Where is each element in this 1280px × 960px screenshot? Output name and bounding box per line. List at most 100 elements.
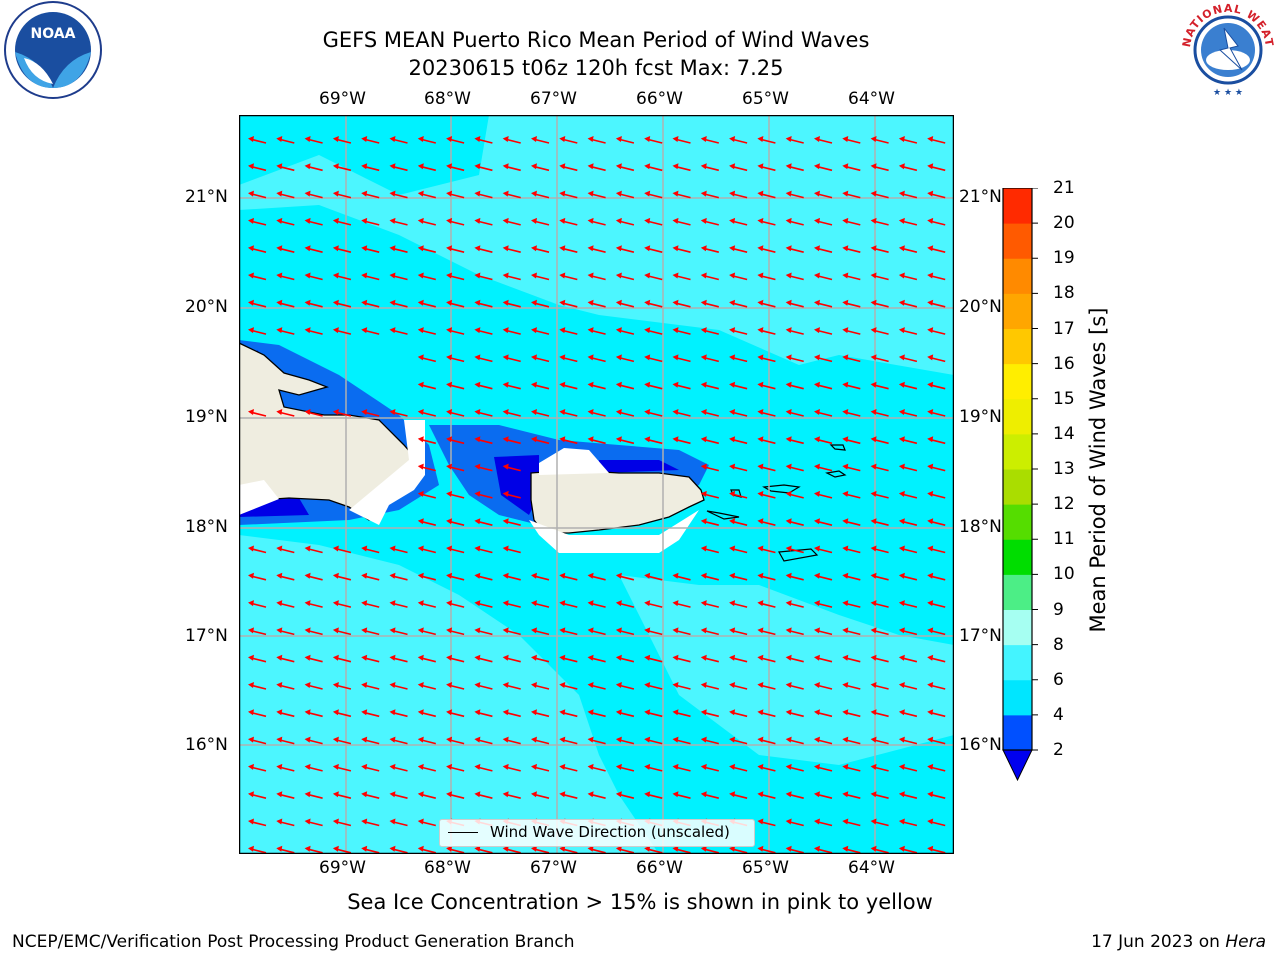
colorbar-segment <box>1003 293 1032 329</box>
wind-wave-arrow <box>644 682 663 690</box>
wind-wave-arrow <box>757 463 776 472</box>
wind-wave-arrow <box>785 818 804 827</box>
wind-wave-arrow <box>531 791 550 799</box>
colorbar-tick-label: 9 <box>1053 599 1064 620</box>
legend-line-swatch <box>448 832 478 833</box>
wind-wave-arrow <box>700 654 719 663</box>
wind-wave-arrow <box>814 572 833 581</box>
wind-wave-arrow <box>814 163 833 172</box>
wind-wave-arrow <box>644 245 663 253</box>
wind-wave-arrow <box>898 709 918 718</box>
wind-wave-arrow <box>304 818 323 827</box>
wind-wave-arrow <box>927 545 946 554</box>
wind-wave-arrow <box>502 299 521 308</box>
wind-wave-arrow <box>248 545 267 554</box>
wind-wave-arrow <box>417 600 436 608</box>
wind-wave-arrow <box>814 409 833 417</box>
wind-wave-arrow <box>898 654 918 663</box>
lon-label-top-67: 67°W <box>530 89 577 109</box>
wind-wave-arrow <box>502 490 521 499</box>
wind-wave-arrow <box>927 709 946 718</box>
footer-date: 17 Jun 2023 on Hera <box>1091 932 1266 952</box>
wind-wave-arrow <box>898 272 918 281</box>
wind-wave-arrow <box>304 217 323 226</box>
wind-wave-arrow <box>276 709 295 718</box>
wind-wave-arrow <box>700 463 719 472</box>
wind-wave-arrow <box>559 163 578 172</box>
wind-wave-arrow <box>332 627 352 636</box>
footer-branch: NCEP/EMC/Verification Post Processing Pr… <box>12 932 575 952</box>
wind-wave-arrow <box>785 709 804 718</box>
wind-wave-arrow <box>502 136 521 144</box>
wind-wave-arrow <box>332 818 352 827</box>
wind-wave-arrow <box>615 217 635 226</box>
wind-wave-arrow <box>927 845 946 854</box>
wind-wave-arrow <box>842 791 861 799</box>
wind-wave-arrow <box>842 381 861 390</box>
wind-wave-arrow <box>870 381 889 390</box>
wind-wave-arrow <box>644 354 663 363</box>
wind-wave-arrow <box>615 791 635 799</box>
wind-wave-arrow <box>531 217 550 226</box>
wind-wave-arrow <box>700 682 719 690</box>
lat-label-left-19: 19°N <box>185 407 228 427</box>
wind-wave-arrow <box>729 545 748 554</box>
wind-wave-arrow <box>729 163 748 172</box>
wind-wave-arrow <box>757 545 776 554</box>
colorbar-segment <box>1003 574 1032 610</box>
wind-wave-arrow <box>615 627 635 636</box>
wind-wave-arrow <box>248 654 267 663</box>
wind-wave-arrow <box>870 463 889 472</box>
wind-wave-arrow <box>332 272 352 281</box>
nodata-mask-hispaniola <box>349 420 425 525</box>
wind-wave-arrow <box>757 627 776 636</box>
colorbar-segment <box>1003 609 1032 646</box>
period-band-below-2s-3 <box>599 460 679 473</box>
wind-wave-arrow <box>276 736 295 745</box>
wind-wave-arrow <box>785 763 804 772</box>
wind-wave-arrow <box>587 354 606 363</box>
wind-wave-arrow <box>842 299 861 308</box>
wind-wave-arrow <box>842 845 861 854</box>
wind-wave-arrow <box>785 682 804 690</box>
wind-wave-arrow <box>927 381 946 390</box>
colorbar-segment <box>1003 433 1032 470</box>
wind-wave-arrow <box>417 190 436 199</box>
wind-wave-arrow <box>559 845 578 854</box>
wind-wave-arrow <box>474 409 493 417</box>
wind-wave-arrow <box>898 409 918 417</box>
wind-wave-arrow <box>332 709 352 718</box>
wind-wave-arrow <box>248 299 267 308</box>
wind-wave-arrow <box>672 327 691 335</box>
wind-wave-arrow <box>898 299 918 308</box>
wind-wave-arrow <box>446 600 465 608</box>
wind-wave-arrow <box>729 436 748 445</box>
wind-wave-arrow <box>248 763 267 772</box>
wind-wave-arrow <box>587 409 606 417</box>
period-band-below-2s-2 <box>494 455 539 515</box>
wind-wave-arrow <box>700 791 719 799</box>
wind-wave-arrow <box>502 627 521 636</box>
wind-wave-arrow <box>672 354 691 363</box>
wind-wave-arrow <box>502 654 521 663</box>
wind-wave-arrow <box>474 763 493 772</box>
noaa-logo-text: NOAA <box>31 26 76 42</box>
wind-wave-arrow <box>700 299 719 308</box>
wind-wave-arrow <box>644 299 663 308</box>
wind-wave-arrow <box>389 409 408 417</box>
wind-wave-arrow <box>559 791 578 799</box>
wind-wave-arrow <box>276 682 295 690</box>
wind-wave-arrow <box>870 272 889 281</box>
wind-wave-arrow <box>700 381 719 390</box>
wind-wave-arrow <box>531 845 550 854</box>
wind-wave-arrow <box>559 381 578 390</box>
wind-wave-arrow <box>785 627 804 636</box>
wind-wave-arrow <box>927 354 946 363</box>
wind-wave-arrow <box>757 190 776 199</box>
wind-wave-arrow <box>417 818 436 827</box>
wind-wave-arrow <box>304 791 323 799</box>
wind-wave-arrow <box>700 190 719 199</box>
wind-wave-arrow <box>927 463 946 472</box>
wind-wave-arrow <box>502 682 521 690</box>
wind-wave-arrow <box>248 409 267 417</box>
